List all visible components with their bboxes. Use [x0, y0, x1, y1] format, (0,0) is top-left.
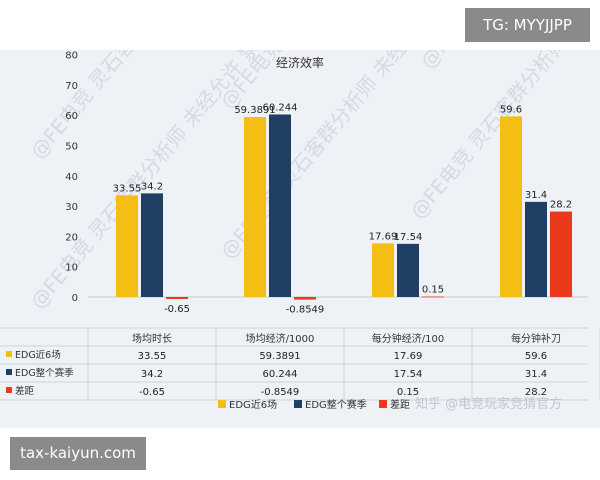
data-label: 60.244	[263, 102, 298, 113]
bar	[294, 297, 316, 300]
bars	[116, 114, 572, 300]
legend-swatch	[218, 400, 226, 408]
series-name: 差距	[15, 385, 35, 397]
table-cell: 59.3891	[259, 351, 300, 362]
data-label: -0.8549	[286, 305, 325, 316]
watermark-text: @FE电竞 灵石客群分析师 未经允许 禁止转载	[415, 50, 600, 73]
legend-swatch	[294, 400, 302, 408]
y-tick-label: 70	[65, 81, 78, 92]
y-tick-label: 0	[72, 293, 78, 304]
data-label: 17.54	[394, 232, 423, 243]
category-label: 场均时长	[132, 332, 172, 345]
category-label: 每分钟补刀	[511, 332, 561, 345]
site-badge: tax-kaiyun.com	[10, 437, 146, 470]
table-cell: 0.15	[397, 387, 419, 398]
y-tick-label: 50	[65, 142, 78, 153]
table-cell: 34.2	[141, 369, 163, 380]
table-cell: 31.4	[525, 369, 547, 380]
table-cell: -0.65	[139, 387, 165, 398]
bar	[397, 243, 419, 297]
series-key	[6, 351, 12, 357]
legend-label: EDG近6场	[229, 398, 277, 411]
chart-panel: @FE电竞 灵石客群分析师 未经允许 禁止转载 @FE电竞 灵石客群分析师 未经允…	[0, 0, 600, 428]
data-label: 17.69	[369, 231, 398, 242]
table-cell: 28.2	[525, 387, 547, 398]
bar-chart: @FE电竞 灵石客群分析师 未经允许 禁止转载@FE电竞 灵石客群分析师 未经允…	[0, 0, 600, 412]
bar	[116, 195, 138, 297]
table-cell: 17.69	[394, 351, 423, 362]
category-label: 每分钟经济/100	[372, 332, 444, 345]
table-cell: 60.244	[263, 369, 298, 380]
data-label: 59.3891	[234, 105, 275, 116]
bar	[422, 296, 444, 298]
data-label: 28.2	[550, 200, 572, 211]
legend: EDG近6场 EDG整个赛季 差距	[218, 398, 410, 411]
series-name: EDG整个赛季	[15, 367, 74, 379]
data-table: 场均时长 场均经济/1000 每分钟经济/100 每分钟补刀 EDG近6场 33.55 59…	[0, 327, 600, 401]
data-label: 59.6	[500, 104, 522, 115]
table-cell: 33.55	[138, 351, 167, 362]
table-cell: 17.54	[394, 369, 423, 380]
chart-title: 经济效率	[276, 55, 324, 70]
y-tick-label: 60	[65, 111, 78, 122]
y-tick-label: 80	[65, 51, 78, 62]
data-label: 34.2	[141, 181, 163, 192]
channel-badge: TG: MYYJJPP	[465, 8, 590, 42]
bar	[166, 297, 188, 299]
bar	[550, 211, 572, 297]
watermark-channel: 知乎 @电竞玩家竞猜官方	[415, 396, 562, 412]
y-tick-label: 20	[65, 232, 78, 243]
bar	[244, 117, 266, 297]
data-label: 33.55	[113, 183, 142, 194]
y-tick-label: 30	[65, 202, 78, 213]
table-cell: 59.6	[525, 351, 547, 362]
category-label: 场均经济/1000	[246, 332, 315, 345]
bar	[525, 201, 547, 297]
data-label: 31.4	[525, 190, 547, 201]
legend-label: EDG整个赛季	[305, 398, 367, 411]
bar	[269, 114, 291, 297]
y-tick-label: 10	[65, 263, 78, 274]
series-key	[6, 369, 12, 375]
y-tick-label: 40	[65, 172, 78, 183]
bar	[141, 193, 163, 297]
data-label: 0.15	[422, 285, 444, 296]
bar	[372, 243, 394, 297]
table-cell: -0.8549	[261, 387, 300, 398]
bar	[500, 116, 522, 297]
legend-label: 差距	[390, 398, 410, 411]
series-name: EDG近6场	[15, 349, 61, 361]
data-label: -0.65	[164, 304, 190, 315]
legend-swatch	[379, 400, 387, 408]
series-key	[6, 387, 12, 393]
